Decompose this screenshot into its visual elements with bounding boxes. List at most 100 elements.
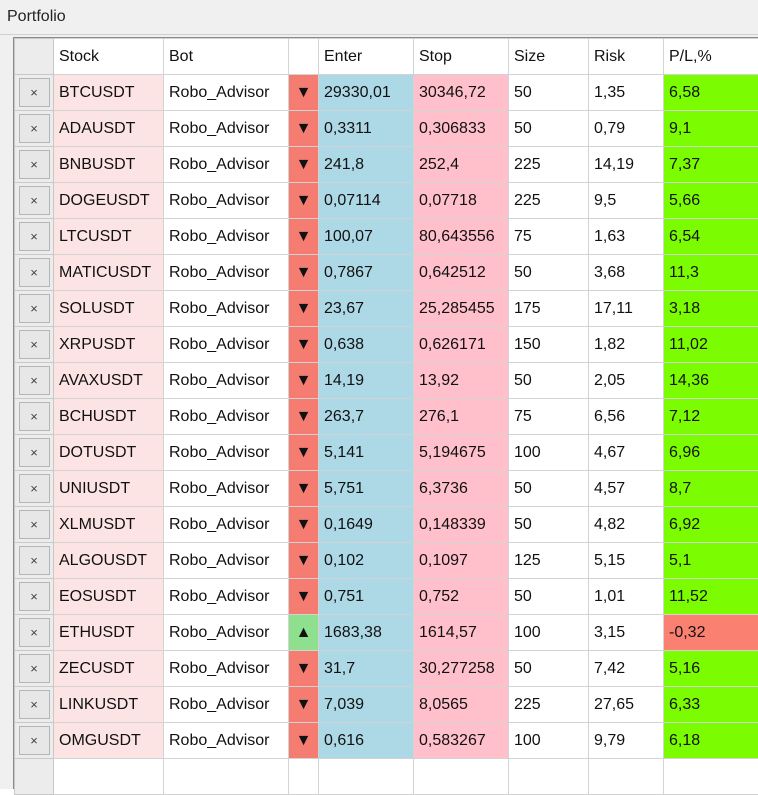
header-direction[interactable] bbox=[289, 39, 319, 75]
size-cell[interactable]: 75 bbox=[509, 399, 589, 435]
pl-cell[interactable]: 8,7 bbox=[664, 471, 758, 507]
risk-cell[interactable]: 2,05 bbox=[589, 363, 664, 399]
stop-cell[interactable]: 0,583267 bbox=[414, 723, 509, 759]
size-cell[interactable]: 50 bbox=[509, 579, 589, 615]
stop-cell[interactable]: 25,285455 bbox=[414, 291, 509, 327]
pl-cell[interactable]: 7,37 bbox=[664, 147, 758, 183]
stop-cell[interactable]: 30346,72 bbox=[414, 75, 509, 111]
new-entry-row[interactable] bbox=[15, 759, 758, 795]
size-cell[interactable]: 175 bbox=[509, 291, 589, 327]
stock-cell[interactable]: ETHUSDT bbox=[54, 615, 164, 651]
enter-cell[interactable]: 100,07 bbox=[319, 219, 414, 255]
risk-cell[interactable]: 27,65 bbox=[589, 687, 664, 723]
remove-row-button[interactable]: × bbox=[19, 690, 50, 719]
enter-cell[interactable]: 29330,01 bbox=[319, 75, 414, 111]
direction-down-icon[interactable]: ▼ bbox=[289, 471, 319, 507]
pl-cell[interactable]: 5,66 bbox=[664, 183, 758, 219]
pl-cell[interactable]: 14,36 bbox=[664, 363, 758, 399]
header-stop[interactable]: Stop bbox=[414, 39, 509, 75]
direction-down-icon[interactable]: ▼ bbox=[289, 435, 319, 471]
bot-cell[interactable]: Robo_Advisor bbox=[164, 219, 289, 255]
pl-cell[interactable]: 6,54 bbox=[664, 219, 758, 255]
pl-cell[interactable]: 11,02 bbox=[664, 327, 758, 363]
new-pl-cell[interactable] bbox=[664, 759, 758, 795]
direction-down-icon[interactable]: ▼ bbox=[289, 363, 319, 399]
direction-down-icon[interactable]: ▼ bbox=[289, 111, 319, 147]
direction-down-icon[interactable]: ▼ bbox=[289, 399, 319, 435]
risk-cell[interactable]: 6,56 bbox=[589, 399, 664, 435]
new-direction-cell[interactable] bbox=[289, 759, 319, 795]
remove-row-button[interactable]: × bbox=[19, 618, 50, 647]
pl-cell[interactable]: 9,1 bbox=[664, 111, 758, 147]
new-size-cell[interactable] bbox=[509, 759, 589, 795]
header-size[interactable]: Size bbox=[509, 39, 589, 75]
risk-cell[interactable]: 14,19 bbox=[589, 147, 664, 183]
risk-cell[interactable]: 4,67 bbox=[589, 435, 664, 471]
bot-cell[interactable]: Robo_Advisor bbox=[164, 435, 289, 471]
header-stock[interactable]: Stock bbox=[54, 39, 164, 75]
header-pl[interactable]: P/L,% bbox=[664, 39, 758, 75]
risk-cell[interactable]: 9,79 bbox=[589, 723, 664, 759]
size-cell[interactable]: 50 bbox=[509, 651, 589, 687]
stock-cell[interactable]: XLMUSDT bbox=[54, 507, 164, 543]
stop-cell[interactable]: 1614,57 bbox=[414, 615, 509, 651]
risk-cell[interactable]: 0,79 bbox=[589, 111, 664, 147]
size-cell[interactable]: 50 bbox=[509, 75, 589, 111]
enter-cell[interactable]: 1683,38 bbox=[319, 615, 414, 651]
pl-cell[interactable]: 6,92 bbox=[664, 507, 758, 543]
size-cell[interactable]: 225 bbox=[509, 147, 589, 183]
stop-cell[interactable]: 30,277258 bbox=[414, 651, 509, 687]
pl-cell[interactable]: 7,12 bbox=[664, 399, 758, 435]
stop-cell[interactable]: 0,306833 bbox=[414, 111, 509, 147]
header-bot[interactable]: Bot bbox=[164, 39, 289, 75]
remove-row-button[interactable]: × bbox=[19, 726, 50, 755]
risk-cell[interactable]: 3,15 bbox=[589, 615, 664, 651]
risk-cell[interactable]: 1,82 bbox=[589, 327, 664, 363]
size-cell[interactable]: 225 bbox=[509, 687, 589, 723]
stock-cell[interactable]: SOLUSDT bbox=[54, 291, 164, 327]
bot-cell[interactable]: Robo_Advisor bbox=[164, 363, 289, 399]
size-cell[interactable]: 150 bbox=[509, 327, 589, 363]
stock-cell[interactable]: BTCUSDT bbox=[54, 75, 164, 111]
bot-cell[interactable]: Robo_Advisor bbox=[164, 75, 289, 111]
enter-cell[interactable]: 0,638 bbox=[319, 327, 414, 363]
stock-cell[interactable]: EOSUSDT bbox=[54, 579, 164, 615]
new-risk-cell[interactable] bbox=[589, 759, 664, 795]
pl-cell[interactable]: 11,52 bbox=[664, 579, 758, 615]
enter-cell[interactable]: 0,7867 bbox=[319, 255, 414, 291]
stop-cell[interactable]: 0,1097 bbox=[414, 543, 509, 579]
stop-cell[interactable]: 5,194675 bbox=[414, 435, 509, 471]
enter-cell[interactable]: 31,7 bbox=[319, 651, 414, 687]
stock-cell[interactable]: LTCUSDT bbox=[54, 219, 164, 255]
size-cell[interactable]: 50 bbox=[509, 363, 589, 399]
enter-cell[interactable]: 14,19 bbox=[319, 363, 414, 399]
stock-cell[interactable]: AVAXUSDT bbox=[54, 363, 164, 399]
enter-cell[interactable]: 0,102 bbox=[319, 543, 414, 579]
stop-cell[interactable]: 80,643556 bbox=[414, 219, 509, 255]
bot-cell[interactable]: Robo_Advisor bbox=[164, 687, 289, 723]
enter-cell[interactable]: 23,67 bbox=[319, 291, 414, 327]
direction-down-icon[interactable]: ▼ bbox=[289, 75, 319, 111]
direction-down-icon[interactable]: ▼ bbox=[289, 543, 319, 579]
enter-cell[interactable]: 5,751 bbox=[319, 471, 414, 507]
size-cell[interactable]: 125 bbox=[509, 543, 589, 579]
pl-cell[interactable]: 5,16 bbox=[664, 651, 758, 687]
bot-cell[interactable]: Robo_Advisor bbox=[164, 507, 289, 543]
remove-row-button[interactable]: × bbox=[19, 186, 50, 215]
stock-cell[interactable]: XRPUSDT bbox=[54, 327, 164, 363]
bot-cell[interactable]: Robo_Advisor bbox=[164, 543, 289, 579]
direction-down-icon[interactable]: ▼ bbox=[289, 291, 319, 327]
stop-cell[interactable]: 0,148339 bbox=[414, 507, 509, 543]
pl-cell[interactable]: 6,58 bbox=[664, 75, 758, 111]
size-cell[interactable]: 225 bbox=[509, 183, 589, 219]
new-enter-cell[interactable] bbox=[319, 759, 414, 795]
